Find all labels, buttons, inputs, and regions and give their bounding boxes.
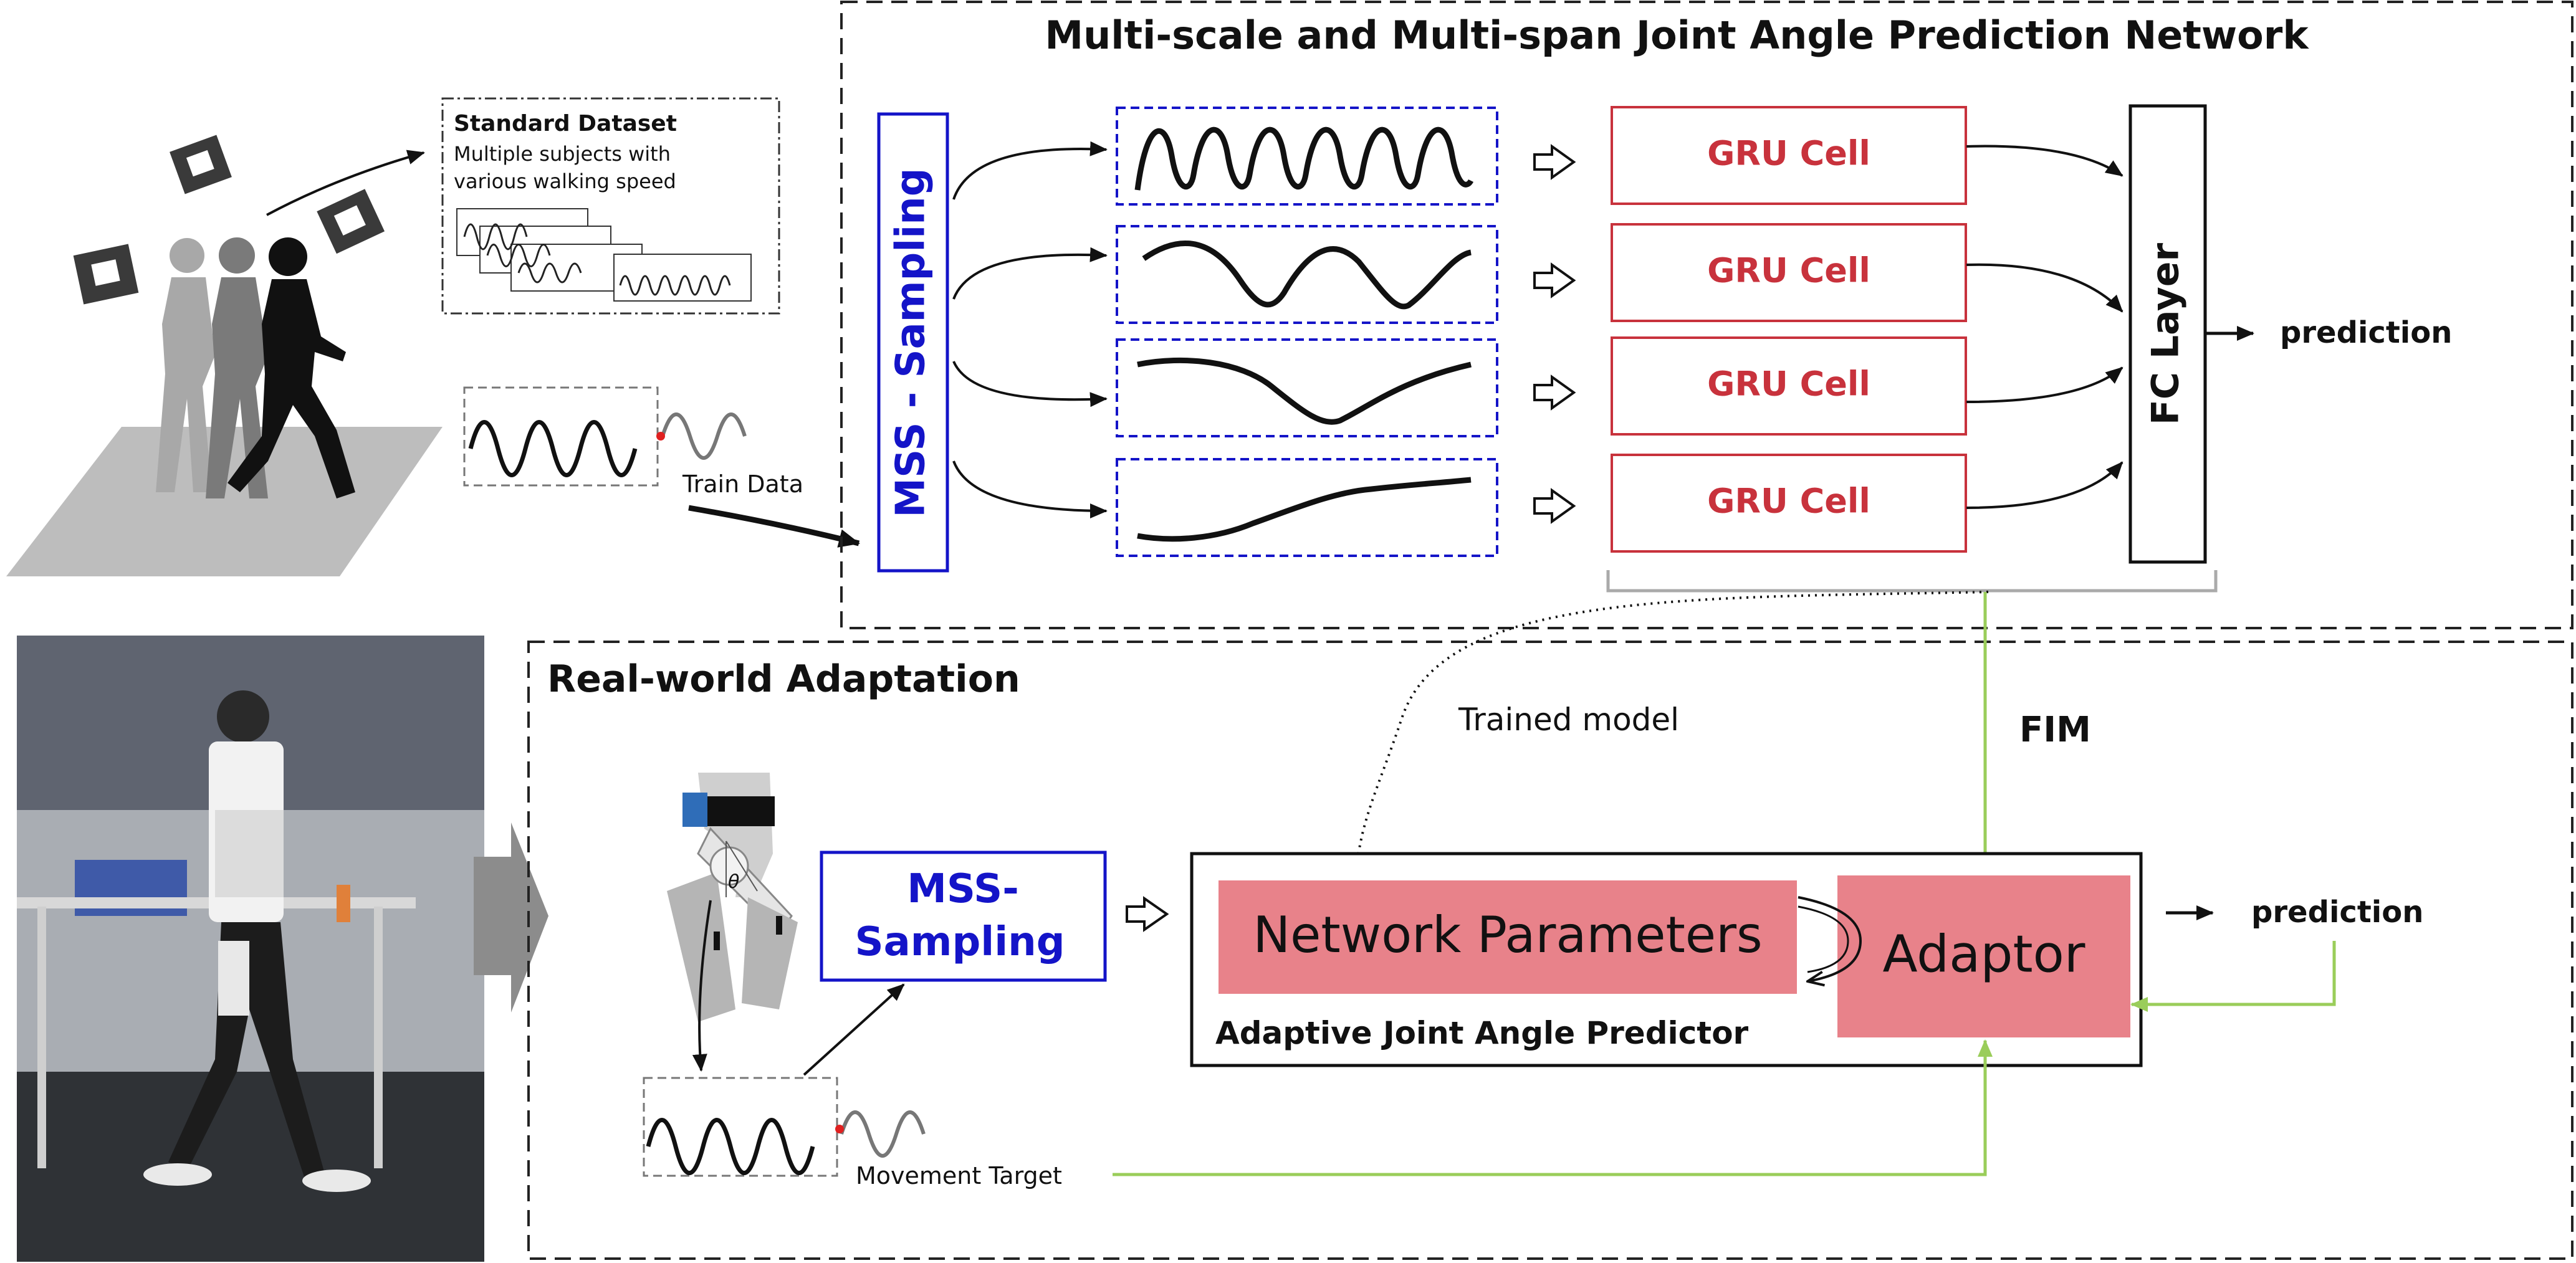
hollow-arrow bbox=[1533, 262, 1576, 298]
dataset-desc-line1: Multiple subjects with bbox=[454, 142, 671, 166]
prediction-feedback-arrow bbox=[2130, 941, 2336, 1012]
movement-target-signal: Movement Target bbox=[643, 1077, 1062, 1189]
gru-cell-4: GRU Cell bbox=[1611, 454, 1967, 553]
walker-silhouette-mid bbox=[206, 237, 268, 498]
mss-sampling-label: MSS - Sampling bbox=[888, 168, 934, 517]
gru-to-fc-arrow bbox=[1966, 366, 2124, 403]
hollow-arrow bbox=[1533, 374, 1576, 411]
gru-cell-1: GRU Cell bbox=[1611, 106, 1967, 205]
subsequence-box bbox=[1116, 107, 1498, 206]
hollow-arrow bbox=[1126, 896, 1169, 932]
target-feedback-arrow bbox=[1113, 1039, 1993, 1176]
photo-to-adaptation-arrow bbox=[474, 822, 548, 1013]
adaptor-update-arrow bbox=[1798, 896, 1862, 981]
predictor-label: Adaptive Joint Angle Predictor bbox=[1215, 1015, 1749, 1051]
gru-cell-label: GRU Cell bbox=[1707, 134, 1870, 173]
mss-sampling-line1: MSS- bbox=[907, 866, 1019, 912]
network-parameters-label: Network Parameters bbox=[1253, 906, 1762, 964]
mss-sampling-box: MSS- Sampling bbox=[820, 851, 1107, 982]
adaptation-prediction-label: prediction bbox=[2251, 895, 2423, 930]
adaptation-title: Real-world Adaptation bbox=[547, 657, 1020, 701]
gru-to-fc-arrow bbox=[1966, 461, 2124, 509]
model-bracket bbox=[1606, 570, 2218, 593]
sampling-arrow bbox=[952, 247, 1108, 300]
adaptor-block bbox=[1837, 875, 2130, 1037]
walking-illustration bbox=[6, 135, 443, 576]
knee-to-signal-arrow bbox=[692, 900, 712, 1072]
sensor-icon bbox=[73, 244, 139, 305]
prediction-network-panel: Multi-scale and Multi-span Joint Angle P… bbox=[840, 1, 2574, 629]
fim-label: FIM bbox=[2019, 710, 2091, 750]
hollow-arrow bbox=[1533, 144, 1576, 180]
walker-silhouette-dark bbox=[227, 237, 355, 498]
knee-exoskeleton-icon: θ bbox=[667, 773, 798, 1022]
movement-target-label: Movement Target bbox=[856, 1162, 1062, 1189]
network-prediction-label: prediction bbox=[2280, 315, 2452, 350]
subsequence-box bbox=[1116, 458, 1498, 557]
sensor-icon bbox=[170, 135, 232, 194]
train-data-signal: Train Data bbox=[463, 386, 860, 548]
subsequence-box bbox=[1116, 338, 1498, 437]
hollow-arrow bbox=[1533, 488, 1576, 524]
subsequence-box bbox=[1116, 225, 1498, 324]
train-data-arrow bbox=[688, 505, 860, 548]
mss-sampling-block bbox=[877, 112, 949, 573]
gru-cell-2: GRU Cell bbox=[1611, 223, 1967, 322]
adaptor-label: Adaptor bbox=[1882, 925, 2085, 984]
dataset-desc-line2: various walking speed bbox=[454, 169, 676, 193]
walker-silhouette-faded bbox=[156, 238, 215, 492]
fc-layer-label: FC Layer bbox=[2144, 243, 2188, 426]
gru-to-fc-arrow bbox=[1966, 263, 2124, 313]
gru-cell-label: GRU Cell bbox=[1707, 365, 1870, 404]
mss-sampling-line2: Sampling bbox=[855, 919, 1065, 965]
signal-to-mss-arrow bbox=[803, 983, 905, 1076]
gru-cell-3: GRU Cell bbox=[1611, 336, 1967, 436]
standard-dataset-box: Standard Dataset Multiple subjects with … bbox=[441, 97, 780, 315]
gru-cell-label: GRU Cell bbox=[1707, 251, 1870, 290]
dataset-title: Standard Dataset bbox=[454, 111, 677, 136]
subject-photo bbox=[17, 636, 484, 1262]
theta-label: θ bbox=[728, 871, 739, 893]
train-data-label: Train Data bbox=[682, 470, 803, 498]
dataset-arrow bbox=[266, 150, 425, 216]
sampling-arrow bbox=[952, 361, 1108, 407]
sampling-arrow bbox=[952, 460, 1108, 518]
trained-model-label: Trained model bbox=[1458, 702, 1679, 738]
fc-layer-block bbox=[2128, 104, 2207, 564]
gru-cell-label: GRU Cell bbox=[1707, 482, 1870, 521]
gru-to-fc-arrow bbox=[1966, 145, 2124, 177]
real-world-adaptation-panel: Real-world Adaptation Trained model FIM … bbox=[527, 591, 2574, 1260]
network-parameters-block bbox=[1219, 880, 1797, 994]
sensor-icon bbox=[317, 189, 385, 254]
adaptive-predictor-box: Network Parameters Adaptor Adaptive Join… bbox=[1190, 852, 2143, 1067]
network-title: Multi-scale and Multi-span Joint Angle P… bbox=[1045, 12, 2309, 58]
sampling-arrow bbox=[952, 141, 1108, 200]
